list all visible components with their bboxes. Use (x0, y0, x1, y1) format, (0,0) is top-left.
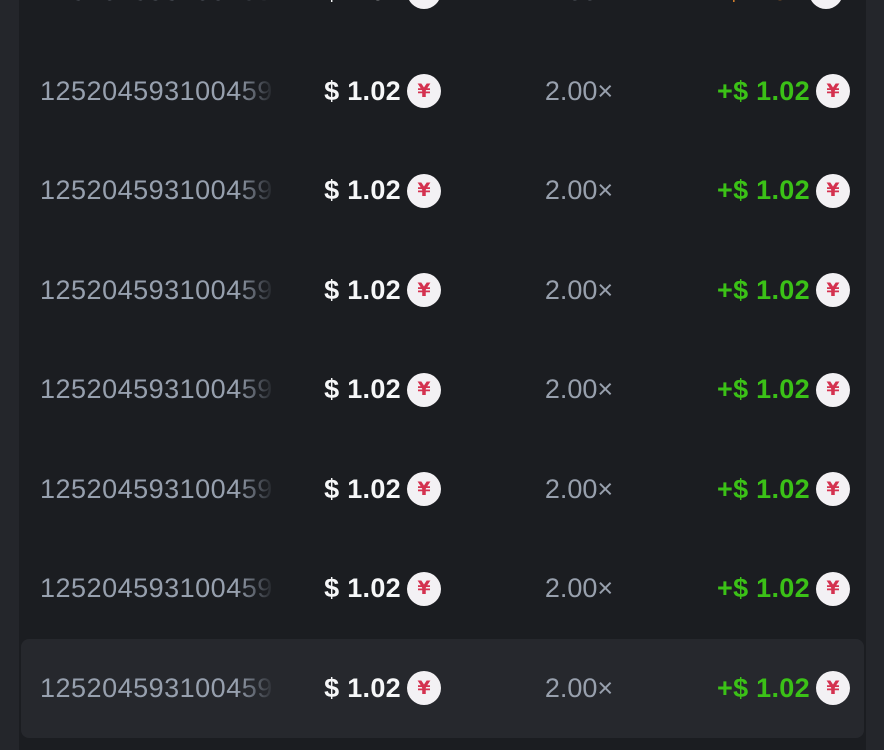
yen-symbol: ¥ (417, 676, 431, 699)
bet-row[interactable]: 125204593100459 $ 1.02 ¥ 2.00× +$ 1.02 ¥ (19, 42, 866, 142)
cny-coin-icon: ¥ (407, 273, 441, 308)
bet-amount-cell: $ 1.02 ¥ (324, 0, 441, 9)
bet-id: 125204593100459 (40, 573, 273, 604)
yen-symbol: ¥ (826, 676, 840, 699)
yen-symbol: ¥ (417, 278, 431, 301)
bet-multiplier: 2.00× (544, 175, 614, 206)
cny-coin-icon: ¥ (815, 372, 850, 407)
cny-coin-icon: ¥ (815, 472, 850, 507)
bet-amount-cell: $ 1.02 ¥ (324, 472, 441, 507)
bet-multiplier: 2.00× (544, 75, 614, 106)
yen-symbol: ¥ (417, 79, 431, 102)
payout-cell: +$ 1.02 ¥ (717, 273, 850, 308)
bet-amount-cell: $ 1.02 ¥ (324, 173, 441, 208)
cny-coin-icon: ¥ (809, 0, 844, 9)
bets-history-table: 125204593100459 $ 1.02 ¥ 2.00× -$ 1.02 ¥… (19, 0, 866, 750)
payout-cell: +$ 1.02 ¥ (717, 472, 850, 507)
bet-row[interactable]: 125204593100459 $ 1.02 ¥ 2.00× +$ 1.02 ¥ (19, 539, 866, 639)
bet-row[interactable]: 125204593100459 $ 1.02 ¥ 2.00× +$ 1.02 ¥ (19, 241, 866, 341)
cny-coin-icon: ¥ (407, 472, 441, 507)
bet-amount-cell: $ 1.02 ¥ (324, 671, 441, 706)
bet-amount: $ 1.02 (324, 75, 401, 106)
bet-amount-cell: $ 1.02 ¥ (324, 273, 441, 308)
bet-amount: $ 1.02 (324, 374, 401, 405)
bet-id: 125204593100459 (40, 473, 273, 504)
yen-symbol: ¥ (826, 577, 840, 600)
payout-amount: +$ 1.02 (717, 374, 810, 405)
payout-cell: +$ 1.02 ¥ (717, 671, 850, 706)
yen-symbol: ¥ (820, 0, 833, 1)
yen-symbol: ¥ (417, 179, 431, 202)
payout-amount: +$ 1.02 (717, 573, 810, 604)
bet-amount-cell: $ 1.02 ¥ (324, 74, 441, 109)
payout-amount: +$ 1.02 (717, 75, 810, 106)
yen-symbol: ¥ (417, 477, 431, 500)
payout-cell: +$ 1.02 ¥ (717, 173, 850, 208)
cny-coin-icon: ¥ (815, 571, 850, 606)
cny-coin-icon: ¥ (407, 571, 441, 606)
bet-id: 125204593100459 (40, 75, 273, 106)
payout-cell: +$ 1.02 ¥ (717, 571, 850, 606)
bet-multiplier: 2.00× (544, 473, 614, 504)
bet-id: 125204593100459 (40, 672, 273, 703)
yen-symbol: ¥ (417, 0, 430, 1)
bet-amount-cell: $ 1.02 ¥ (324, 571, 441, 606)
bet-id: 125204593100459 (40, 0, 280, 7)
bet-id: 125204593100459 (40, 274, 273, 305)
bet-row[interactable]: 125204593100459 $ 1.02 ¥ 2.00× -$ 1.02 ¥ (19, 0, 866, 42)
payout-amount: +$ 1.02 (717, 274, 810, 305)
bet-amount-cell: $ 1.02 ¥ (324, 372, 441, 407)
yen-symbol: ¥ (826, 477, 840, 500)
yen-symbol: ¥ (826, 378, 840, 401)
bet-multiplier: 2.00× (544, 374, 614, 405)
payout-amount: +$ 1.02 (717, 175, 810, 206)
bet-amount: $ 1.02 (324, 473, 401, 504)
bet-amount: $ 1.02 (324, 573, 401, 604)
payout-amount: +$ 1.02 (717, 473, 810, 504)
bet-row[interactable]: 125204593100459 $ 1.02 ¥ 2.00× +$ 1.02 ¥ (19, 141, 866, 241)
cny-coin-icon: ¥ (407, 372, 441, 407)
bet-amount: $ 1.02 (324, 274, 401, 305)
bet-id: 125204593100459 (40, 175, 273, 206)
cny-coin-icon: ¥ (407, 0, 441, 9)
yen-symbol: ¥ (826, 278, 840, 301)
payout-amount: -$ 1.02 (717, 0, 803, 7)
bet-row[interactable]: 125204593100459 $ 1.02 ¥ 2.00× +$ 1.02 ¥ (19, 440, 866, 540)
bet-multiplier: 2.00× (544, 672, 614, 703)
bet-row[interactable]: 125204593100459 $ 1.02 ¥ 2.00× +$ 1.02 ¥ (19, 340, 866, 440)
bet-row[interactable]: 125204593100459 $ 1.02 ¥ 2.00× +$ 1.02 ¥ (21, 638, 864, 738)
yen-symbol: ¥ (826, 79, 840, 102)
yen-symbol: ¥ (417, 577, 431, 600)
yen-symbol: ¥ (417, 378, 431, 401)
bet-amount: $ 1.02 (324, 672, 401, 703)
bet-amount: $ 1.02 (324, 0, 401, 7)
cny-coin-icon: ¥ (407, 74, 441, 109)
bet-amount: $ 1.02 (324, 175, 401, 206)
payout-cell: -$ 1.02 ¥ (717, 0, 844, 9)
payout-cell: +$ 1.02 ¥ (717, 372, 850, 407)
cny-coin-icon: ¥ (815, 173, 850, 208)
cny-coin-icon: ¥ (815, 671, 850, 706)
cny-coin-icon: ¥ (407, 173, 441, 208)
cny-coin-icon: ¥ (815, 273, 850, 308)
payout-cell: +$ 1.02 ¥ (717, 74, 850, 109)
bets-rows: 125204593100459 $ 1.02 ¥ 2.00× -$ 1.02 ¥… (19, 0, 866, 738)
cny-coin-icon: ¥ (407, 671, 441, 706)
payout-amount: +$ 1.02 (717, 672, 810, 703)
bet-id: 125204593100459 (40, 374, 273, 405)
cny-coin-icon: ¥ (815, 74, 850, 109)
bet-multiplier: 2.00× (545, 0, 613, 7)
bet-multiplier: 2.00× (544, 573, 614, 604)
bet-multiplier: 2.00× (544, 274, 614, 305)
yen-symbol: ¥ (826, 179, 840, 202)
